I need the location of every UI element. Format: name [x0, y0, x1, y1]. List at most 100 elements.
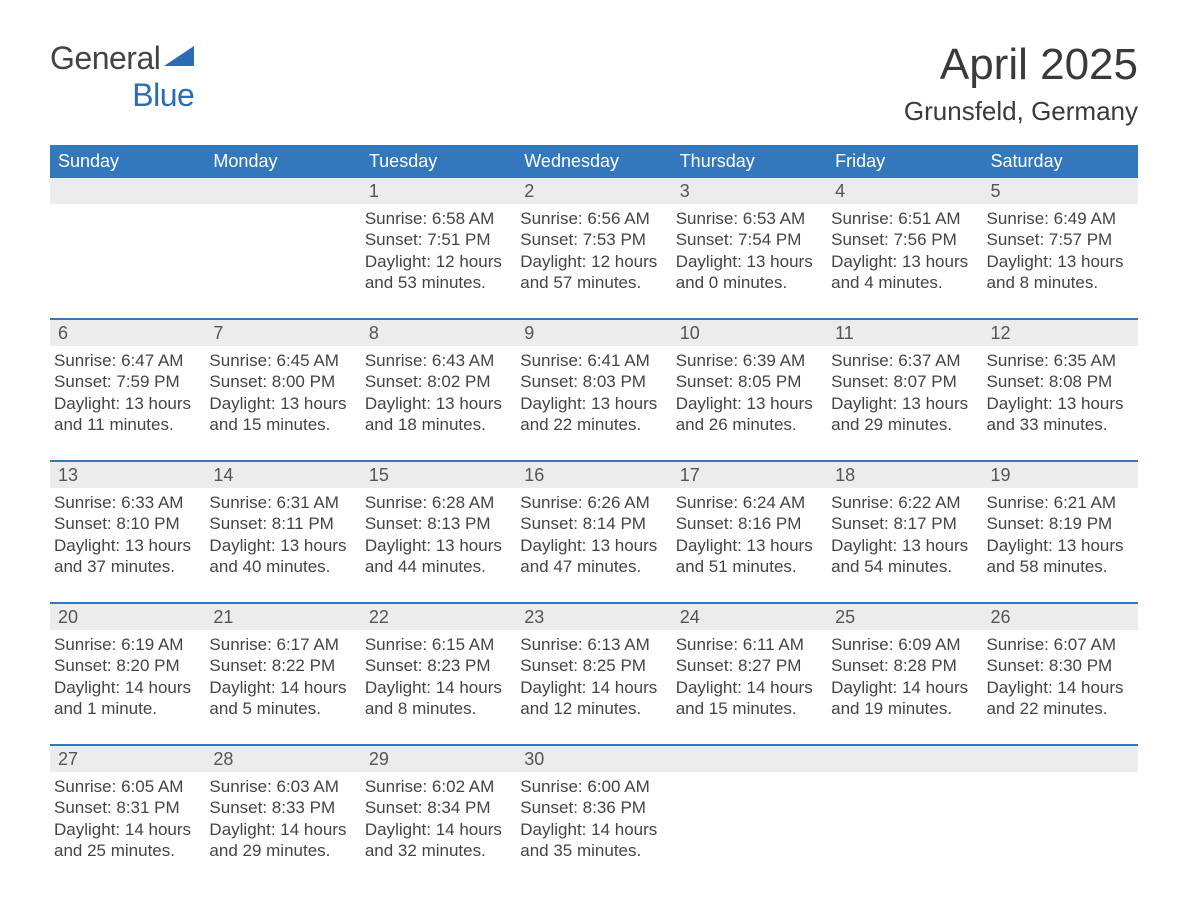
day-number: 22	[361, 604, 516, 630]
daylight-text: Daylight: 12 hours and 53 minutes.	[365, 251, 508, 294]
day-body: Sunrise: 6:13 AMSunset: 8:25 PMDaylight:…	[516, 630, 671, 730]
sunrise-text: Sunrise: 6:17 AM	[209, 634, 352, 655]
day-number: 21	[205, 604, 360, 630]
day-body: Sunrise: 6:56 AMSunset: 7:53 PMDaylight:…	[516, 204, 671, 304]
day-number: 17	[672, 462, 827, 488]
day-body: Sunrise: 6:31 AMSunset: 8:11 PMDaylight:…	[205, 488, 360, 588]
day-cell: 21Sunrise: 6:17 AMSunset: 8:22 PMDayligh…	[205, 604, 360, 730]
sunset-text: Sunset: 8:10 PM	[54, 513, 197, 534]
day-number: 24	[672, 604, 827, 630]
sunset-text: Sunset: 8:34 PM	[365, 797, 508, 818]
sunset-text: Sunset: 7:51 PM	[365, 229, 508, 250]
day-number: 6	[50, 320, 205, 346]
day-body: Sunrise: 6:09 AMSunset: 8:28 PMDaylight:…	[827, 630, 982, 730]
day-number: 8	[361, 320, 516, 346]
day-cell: 12Sunrise: 6:35 AMSunset: 8:08 PMDayligh…	[983, 320, 1138, 446]
weekday-header: Wednesday	[516, 145, 671, 178]
sunrise-text: Sunrise: 6:24 AM	[676, 492, 819, 513]
day-cell: 2Sunrise: 6:56 AMSunset: 7:53 PMDaylight…	[516, 178, 671, 304]
sunrise-text: Sunrise: 6:35 AM	[987, 350, 1130, 371]
day-number: 1	[361, 178, 516, 204]
sunrise-text: Sunrise: 6:41 AM	[520, 350, 663, 371]
day-number: 29	[361, 746, 516, 772]
sunset-text: Sunset: 8:22 PM	[209, 655, 352, 676]
day-number: 5	[983, 178, 1138, 204]
day-body: Sunrise: 6:00 AMSunset: 8:36 PMDaylight:…	[516, 772, 671, 872]
day-cell: 27Sunrise: 6:05 AMSunset: 8:31 PMDayligh…	[50, 746, 205, 872]
day-body	[205, 204, 360, 304]
sunrise-text: Sunrise: 6:56 AM	[520, 208, 663, 229]
sunset-text: Sunset: 8:28 PM	[831, 655, 974, 676]
day-number: 19	[983, 462, 1138, 488]
day-body: Sunrise: 6:53 AMSunset: 7:54 PMDaylight:…	[672, 204, 827, 304]
day-number: 10	[672, 320, 827, 346]
day-body	[827, 772, 982, 872]
day-body: Sunrise: 6:03 AMSunset: 8:33 PMDaylight:…	[205, 772, 360, 872]
day-body: Sunrise: 6:47 AMSunset: 7:59 PMDaylight:…	[50, 346, 205, 446]
daylight-text: Daylight: 13 hours and 4 minutes.	[831, 251, 974, 294]
daylight-text: Daylight: 12 hours and 57 minutes.	[520, 251, 663, 294]
daylight-text: Daylight: 13 hours and 11 minutes.	[54, 393, 197, 436]
day-number: 23	[516, 604, 671, 630]
week-row: 13Sunrise: 6:33 AMSunset: 8:10 PMDayligh…	[50, 460, 1138, 588]
day-cell	[672, 746, 827, 872]
sunrise-text: Sunrise: 6:13 AM	[520, 634, 663, 655]
location-label: Grunsfeld, Germany	[904, 96, 1138, 127]
day-number: 11	[827, 320, 982, 346]
day-body: Sunrise: 6:41 AMSunset: 8:03 PMDaylight:…	[516, 346, 671, 446]
sunrise-text: Sunrise: 6:26 AM	[520, 492, 663, 513]
sunrise-text: Sunrise: 6:43 AM	[365, 350, 508, 371]
weekday-header: Tuesday	[361, 145, 516, 178]
day-cell: 23Sunrise: 6:13 AMSunset: 8:25 PMDayligh…	[516, 604, 671, 730]
day-cell: 1 Sunrise: 6:58 AMSunset: 7:51 PMDaylight…	[361, 178, 516, 304]
day-number	[827, 746, 982, 772]
sunrise-text: Sunrise: 6:28 AM	[365, 492, 508, 513]
day-cell	[983, 746, 1138, 872]
day-number: 26	[983, 604, 1138, 630]
day-body: Sunrise: 6:49 AMSunset: 7:57 PMDaylight:…	[983, 204, 1138, 304]
sunrise-text: Sunrise: 6:39 AM	[676, 350, 819, 371]
logo-text-bottom: Blue	[50, 77, 194, 114]
day-cell: 6Sunrise: 6:47 AMSunset: 7:59 PMDaylight…	[50, 320, 205, 446]
sunrise-text: Sunrise: 6:21 AM	[987, 492, 1130, 513]
day-number: 9	[516, 320, 671, 346]
sunrise-text: Sunrise: 6:31 AM	[209, 492, 352, 513]
weekday-header: Sunday	[50, 145, 205, 178]
day-number: 20	[50, 604, 205, 630]
sunset-text: Sunset: 8:20 PM	[54, 655, 197, 676]
day-body	[983, 772, 1138, 872]
sunset-text: Sunset: 8:16 PM	[676, 513, 819, 534]
day-number: 30	[516, 746, 671, 772]
day-body: Sunrise: 6:45 AMSunset: 8:00 PMDaylight:…	[205, 346, 360, 446]
day-cell: 3Sunrise: 6:53 AMSunset: 7:54 PMDaylight…	[672, 178, 827, 304]
daylight-text: Daylight: 14 hours and 15 minutes.	[676, 677, 819, 720]
sunrise-text: Sunrise: 6:00 AM	[520, 776, 663, 797]
sunset-text: Sunset: 8:19 PM	[987, 513, 1130, 534]
sunset-text: Sunset: 8:23 PM	[365, 655, 508, 676]
day-cell: 14Sunrise: 6:31 AMSunset: 8:11 PMDayligh…	[205, 462, 360, 588]
sunset-text: Sunset: 8:07 PM	[831, 371, 974, 392]
daylight-text: Daylight: 13 hours and 22 minutes.	[520, 393, 663, 436]
weekday-header-row: Sunday Monday Tuesday Wednesday Thursday…	[50, 145, 1138, 178]
day-cell: 7Sunrise: 6:45 AMSunset: 8:00 PMDaylight…	[205, 320, 360, 446]
daylight-text: Daylight: 13 hours and 47 minutes.	[520, 535, 663, 578]
day-body: Sunrise: 6:37 AMSunset: 8:07 PMDaylight:…	[827, 346, 982, 446]
day-cell: 28Sunrise: 6:03 AMSunset: 8:33 PMDayligh…	[205, 746, 360, 872]
day-cell: 29Sunrise: 6:02 AMSunset: 8:34 PMDayligh…	[361, 746, 516, 872]
daylight-text: Daylight: 13 hours and 18 minutes.	[365, 393, 508, 436]
day-body: Sunrise: 6:39 AMSunset: 8:05 PMDaylight:…	[672, 346, 827, 446]
sunset-text: Sunset: 8:13 PM	[365, 513, 508, 534]
sunrise-text: Sunrise: 6:53 AM	[676, 208, 819, 229]
sunrise-text: Sunrise: 6:19 AM	[54, 634, 197, 655]
sunrise-text: Sunrise: 6:58 AM	[365, 208, 508, 229]
day-cell: 8Sunrise: 6:43 AMSunset: 8:02 PMDaylight…	[361, 320, 516, 446]
day-number: 25	[827, 604, 982, 630]
daylight-text: Daylight: 13 hours and 54 minutes.	[831, 535, 974, 578]
day-number: 3	[672, 178, 827, 204]
sunrise-text: Sunrise: 6:22 AM	[831, 492, 974, 513]
day-body: Sunrise: 6:02 AMSunset: 8:34 PMDaylight:…	[361, 772, 516, 872]
day-number: 18	[827, 462, 982, 488]
calendar: Sunday Monday Tuesday Wednesday Thursday…	[50, 145, 1138, 872]
day-cell: 30Sunrise: 6:00 AMSunset: 8:36 PMDayligh…	[516, 746, 671, 872]
day-cell: 13Sunrise: 6:33 AMSunset: 8:10 PMDayligh…	[50, 462, 205, 588]
